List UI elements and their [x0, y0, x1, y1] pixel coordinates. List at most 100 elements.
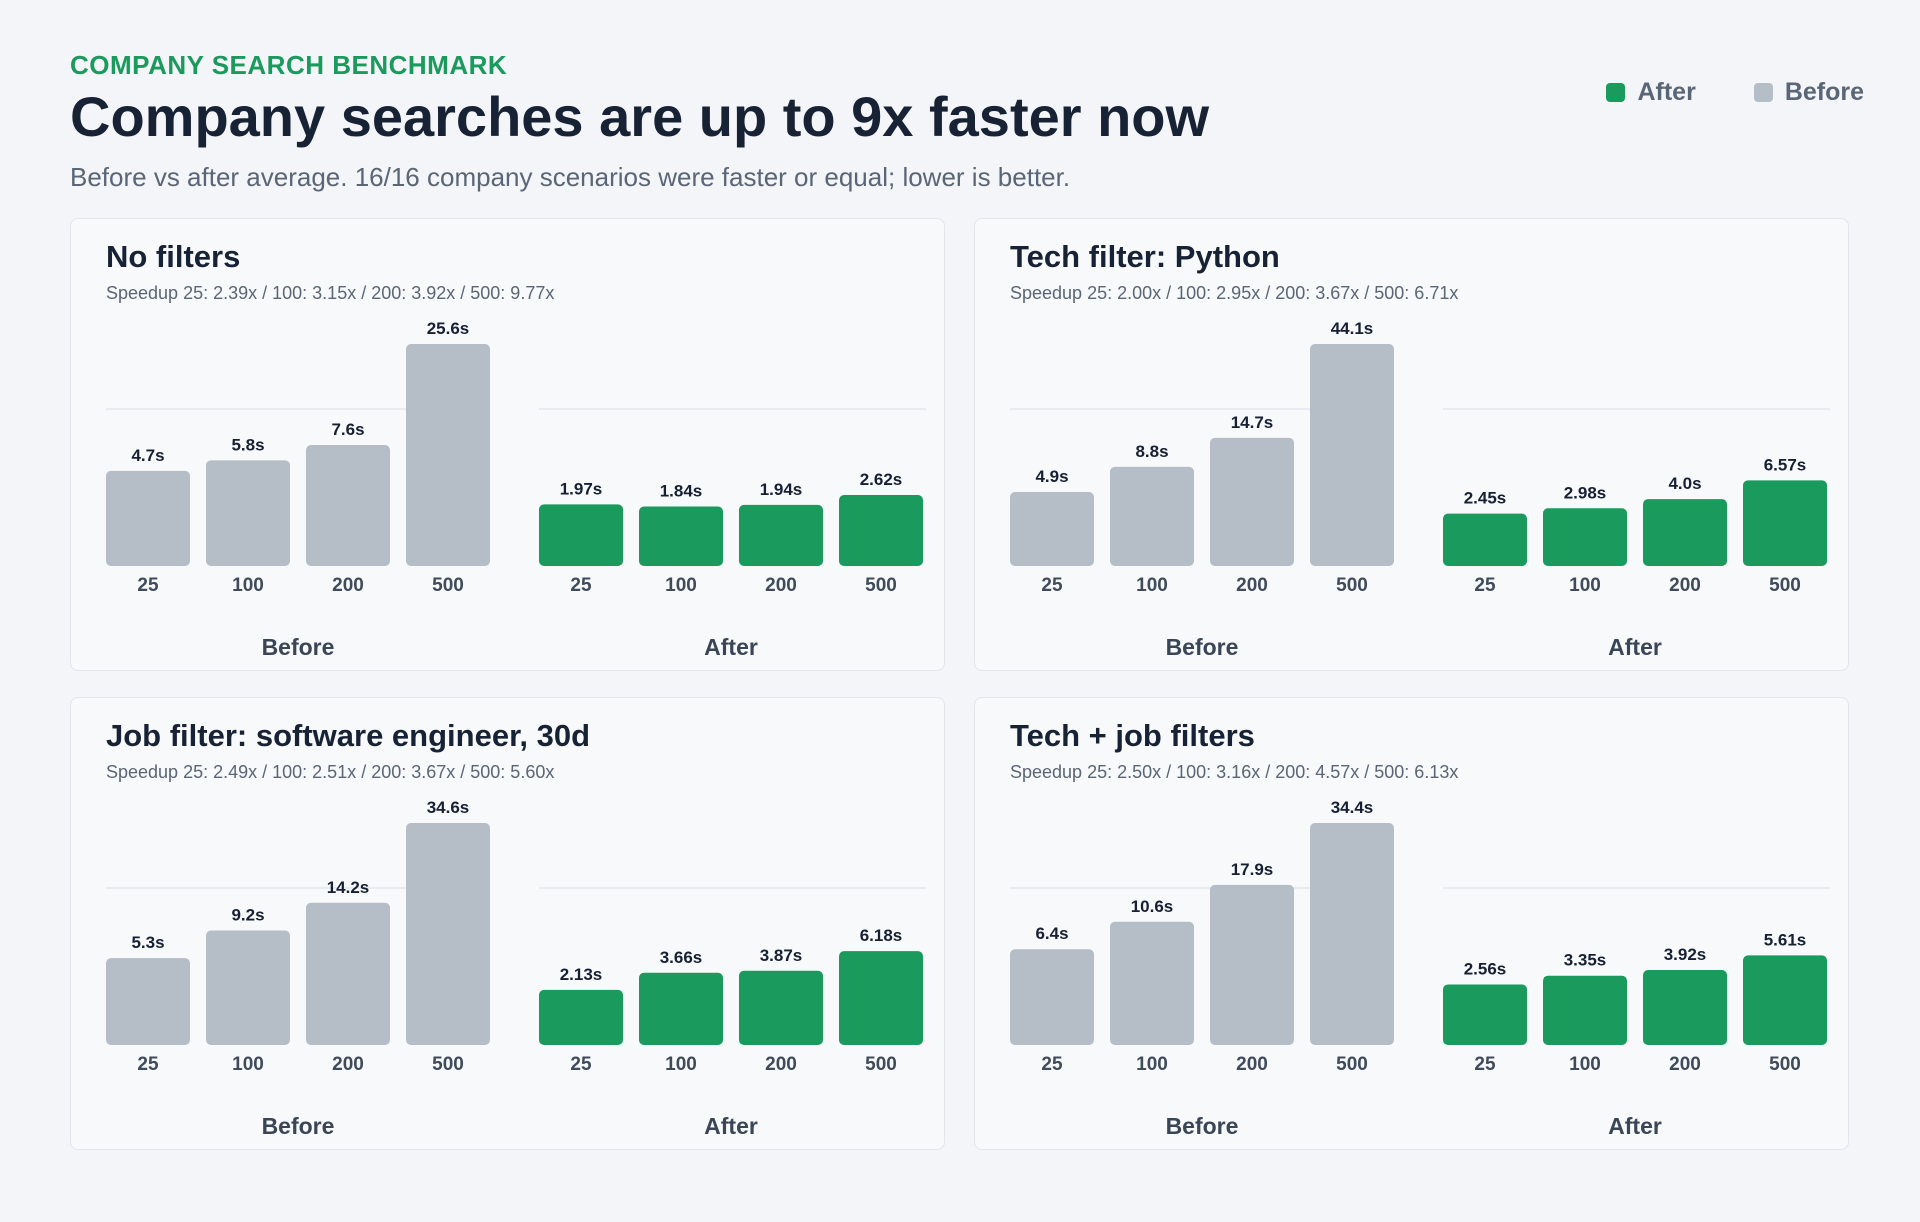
x-tick-label: 200 [1669, 1054, 1701, 1075]
bar-before-25 [1010, 492, 1094, 566]
x-tick-label: 25 [137, 575, 159, 596]
data-label: 5.3s [131, 933, 164, 952]
x-tick-label: 25 [570, 1054, 592, 1075]
bar-after-25 [539, 504, 623, 566]
panel-speedup: Speedup 25: 2.39x / 100: 3.15x / 200: 3.… [106, 283, 555, 303]
bar-before-500 [1310, 344, 1394, 566]
data-label: 3.35s [1564, 951, 1607, 970]
data-label: 4.9s [1035, 467, 1068, 486]
data-label: 9.2s [231, 906, 264, 925]
bar-before-500 [406, 823, 490, 1045]
bar-before-25 [106, 470, 190, 566]
data-label: 5.8s [231, 435, 264, 454]
x-tick-label: 25 [1041, 1054, 1063, 1075]
x-tick-label: 200 [1236, 575, 1268, 596]
data-label: 2.45s [1464, 489, 1507, 508]
x-tick-label: 200 [332, 1054, 364, 1075]
bar-before-100 [206, 460, 290, 566]
data-label: 4.7s [131, 446, 164, 465]
bar-after-500 [1743, 955, 1827, 1045]
panel-tech-filter: Tech filter: Python Speedup 25: 2.00x / … [974, 218, 1849, 671]
bar-after-100 [639, 972, 723, 1045]
legend-swatch-before [1753, 83, 1773, 102]
bar-after-100 [639, 506, 723, 566]
data-label: 17.9s [1231, 860, 1274, 879]
group-label-after: After [704, 634, 758, 660]
bar-before-500 [406, 344, 490, 566]
x-tick-label: 100 [1136, 575, 1168, 596]
x-tick-label: 25 [1474, 1054, 1496, 1075]
data-label: 6.18s [860, 926, 903, 945]
x-tick-label: 200 [1669, 575, 1701, 596]
panel-speedup: Speedup 25: 2.50x / 100: 3.16x / 200: 4.… [1010, 762, 1459, 782]
data-label: 1.94s [760, 480, 803, 499]
bar-before-200 [306, 902, 390, 1045]
data-label: 2.98s [1564, 483, 1607, 502]
panel-chart: 4.7s 25 5.8s 100 7.6s 200 25.6s 500 Before 1.97s 2… [106, 319, 926, 660]
x-tick-label: 500 [432, 1054, 464, 1075]
x-tick-label: 200 [765, 1054, 797, 1075]
bar-after-25 [1443, 984, 1527, 1045]
panel-chart: 4.9s 25 8.8s 100 14.7s 200 44.1s 500 Before 2.45s… [1010, 319, 1830, 660]
data-label: 1.97s [560, 479, 603, 498]
data-label: 34.4s [1331, 798, 1374, 817]
legend-label-after: After [1637, 78, 1696, 106]
x-tick-label: 100 [1569, 1054, 1601, 1075]
panel-title: Tech + job filters [1010, 718, 1255, 753]
x-tick-label: 25 [137, 1054, 159, 1075]
bar-before-25 [1010, 949, 1094, 1045]
x-tick-label: 500 [1769, 575, 1801, 596]
data-label: 2.62s [860, 470, 903, 489]
data-label: 2.56s [1464, 959, 1507, 978]
x-tick-label: 100 [232, 1054, 264, 1075]
panel-tech-job-filters: Tech + job filters Speedup 25: 2.50x / 1… [974, 697, 1849, 1150]
bar-after-25 [539, 989, 623, 1045]
bar-after-500 [839, 951, 923, 1045]
data-label: 34.6s [427, 798, 470, 817]
data-label: 3.87s [760, 946, 803, 965]
data-label: 44.1s [1331, 319, 1374, 338]
legend-label-before: Before [1784, 78, 1864, 106]
bar-after-500 [839, 494, 923, 566]
legend-item-after: After [1606, 78, 1696, 107]
bar-before-100 [206, 930, 290, 1045]
bar-before-200 [1210, 437, 1294, 566]
legend-swatch-after [1606, 83, 1626, 102]
data-label: 6.57s [1764, 455, 1807, 474]
chart-eyebrow: COMPANY SEARCH BENCHMARK [70, 50, 508, 80]
group-label-after: After [1608, 634, 1662, 660]
x-tick-label: 500 [1769, 1054, 1801, 1075]
data-label: 14.7s [1231, 413, 1274, 432]
x-tick-label: 200 [1236, 1054, 1268, 1075]
panel-chart: 5.3s 25 9.2s 100 14.2s 200 34.6s 500 Before 2.13s… [106, 798, 926, 1139]
panel-title: Job filter: software engineer, 30d [106, 718, 591, 753]
group-label-before: Before [262, 634, 335, 660]
panel-title: No filters [106, 239, 241, 274]
bar-before-500 [1310, 823, 1394, 1045]
group-label-after: After [704, 1113, 758, 1139]
bar-before-200 [1210, 884, 1294, 1045]
bar-after-200 [739, 970, 823, 1045]
chart-title: Company searches are up to 9x faster now [70, 85, 1210, 148]
bar-after-200 [1643, 970, 1727, 1045]
bar-before-25 [106, 958, 190, 1045]
x-tick-label: 500 [865, 575, 897, 596]
bar-before-100 [1110, 466, 1194, 566]
x-tick-label: 100 [1136, 1054, 1168, 1075]
data-label: 10.6s [1131, 897, 1174, 916]
data-label: 3.92s [1664, 945, 1707, 964]
group-label-before: Before [1166, 634, 1239, 660]
data-label: 25.6s [427, 319, 470, 338]
panel-speedup: Speedup 25: 2.49x / 100: 2.51x / 200: 3.… [106, 762, 555, 782]
bar-before-100 [1110, 921, 1194, 1045]
chart-subtitle: Before vs after average. 16/16 company s… [70, 162, 1071, 192]
data-label: 2.13s [560, 965, 603, 984]
data-label: 8.8s [1135, 442, 1168, 461]
x-tick-label: 200 [332, 575, 364, 596]
x-tick-label: 200 [765, 575, 797, 596]
x-tick-label: 100 [665, 1054, 697, 1075]
group-label-after: After [1608, 1113, 1662, 1139]
data-label: 3.66s [660, 948, 703, 967]
x-tick-label: 100 [665, 575, 697, 596]
panel-speedup: Speedup 25: 2.00x / 100: 2.95x / 200: 3.… [1010, 283, 1459, 303]
